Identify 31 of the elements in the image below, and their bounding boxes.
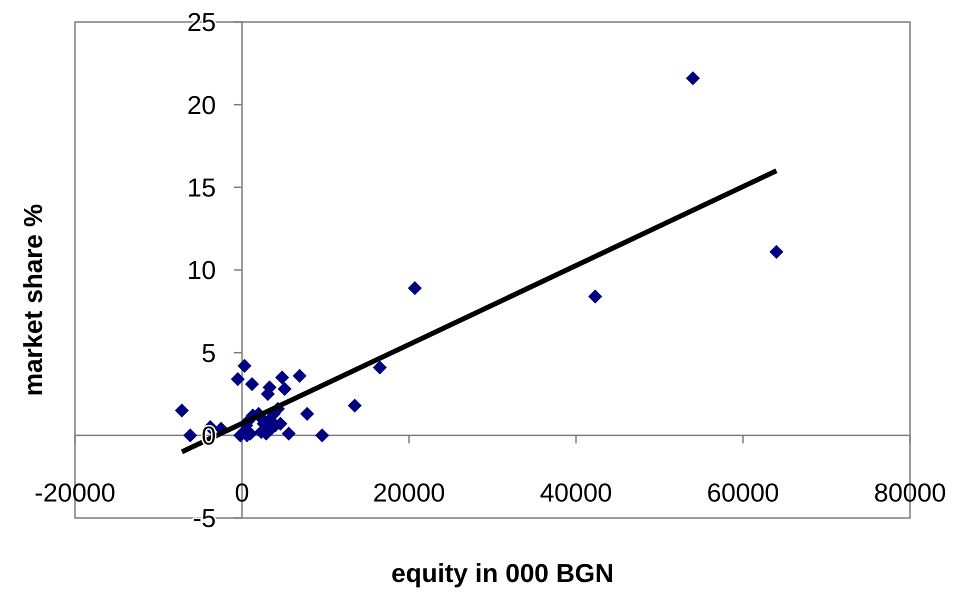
point (372, 360, 387, 375)
y-tick-label: -5 (192, 503, 216, 534)
x-tick-label: -20000 (34, 477, 116, 508)
y-tick-label: 15 (187, 172, 216, 202)
point (230, 372, 245, 386)
point (769, 244, 784, 259)
point (315, 428, 330, 442)
x-tick-label: 20000 (372, 477, 446, 508)
point (278, 382, 292, 396)
x-tick-label: 40000 (540, 477, 612, 508)
point (686, 71, 700, 86)
point (282, 426, 296, 441)
point (275, 370, 290, 384)
y-axis-title: market share % (18, 204, 48, 396)
x-axis-title: equity in 000 BGN (391, 558, 614, 588)
point (238, 358, 252, 373)
point (245, 377, 260, 392)
point (300, 406, 314, 421)
point (174, 404, 189, 418)
y-tick-label: 10 (187, 255, 216, 286)
y-tick-label: 20 (187, 90, 216, 120)
y-tick-label: 25 (187, 7, 216, 38)
point (588, 289, 602, 304)
y-tick-label: 5 (202, 338, 216, 368)
x-tick-label: 0 (234, 477, 250, 508)
point (183, 428, 198, 442)
x-tick-label: 60000 (706, 477, 780, 508)
point (348, 398, 362, 413)
point (292, 368, 307, 383)
point (408, 281, 422, 296)
x-tick-label: 80000 (874, 477, 946, 508)
